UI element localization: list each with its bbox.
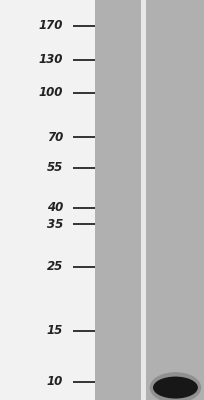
Bar bbox=[95, 0, 141, 400]
Text: 40: 40 bbox=[47, 201, 63, 214]
Text: 170: 170 bbox=[39, 20, 63, 32]
Text: 70: 70 bbox=[47, 131, 63, 144]
Ellipse shape bbox=[150, 372, 201, 400]
Text: 55: 55 bbox=[47, 161, 63, 174]
Text: 100: 100 bbox=[39, 86, 63, 99]
Text: 10: 10 bbox=[47, 375, 63, 388]
Bar bbox=[146, 0, 204, 400]
Bar bbox=[141, 0, 146, 400]
Bar bbox=[0, 0, 95, 400]
Text: 25: 25 bbox=[47, 260, 63, 273]
Text: 130: 130 bbox=[39, 53, 63, 66]
Text: 35: 35 bbox=[47, 218, 63, 231]
Text: 15: 15 bbox=[47, 324, 63, 337]
Ellipse shape bbox=[153, 376, 198, 398]
